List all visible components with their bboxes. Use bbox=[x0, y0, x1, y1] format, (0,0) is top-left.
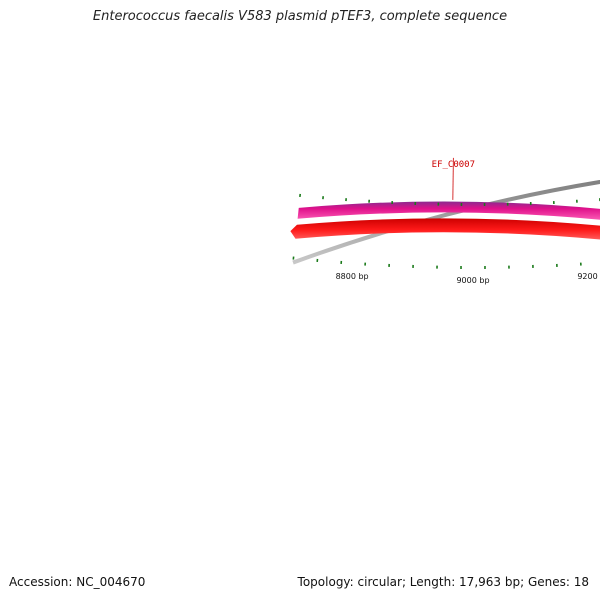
gene-label: EF_C0007 bbox=[432, 160, 475, 170]
tick-label: 8800 bp bbox=[336, 272, 369, 281]
topology-summary: Topology: circular; Length: 17,963 bp; G… bbox=[297, 575, 589, 589]
tick-label: 9000 bp bbox=[456, 276, 489, 285]
gene-group bbox=[290, 201, 600, 240]
accession-text: Accession: NC_004670 bbox=[9, 575, 146, 589]
label-leader-line bbox=[452, 157, 454, 200]
gene-arrow bbox=[290, 218, 600, 240]
map-title: Enterococcus faecalis V583 plasmid pTEF3… bbox=[92, 9, 508, 24]
tick-label-group: 10000 bp9800 bp9600 bp9400 bp9200 bp9000… bbox=[336, 272, 600, 285]
outer-tick-ring bbox=[292, 256, 582, 269]
gene-label-group: EF_C0008EF_C0007 bbox=[432, 157, 475, 200]
gene-arrow bbox=[297, 201, 600, 220]
tick-label: 9200 bp bbox=[577, 272, 600, 281]
